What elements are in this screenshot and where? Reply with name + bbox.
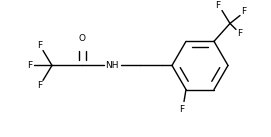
Text: F: F <box>179 105 185 114</box>
Text: O: O <box>79 34 85 43</box>
Text: F: F <box>241 7 247 16</box>
Text: F: F <box>237 29 243 38</box>
Text: F: F <box>215 1 221 10</box>
Text: F: F <box>37 41 43 50</box>
Text: F: F <box>37 81 43 90</box>
Text: NH: NH <box>105 61 119 70</box>
Text: F: F <box>27 61 33 70</box>
